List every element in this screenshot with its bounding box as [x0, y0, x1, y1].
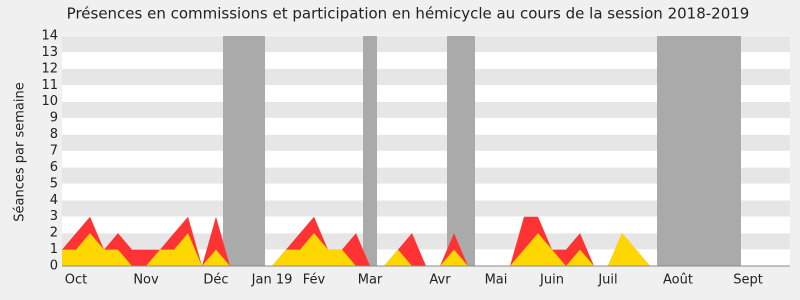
y-tick-label: 1 [50, 242, 58, 257]
y-axis-label: Séances par semaine [13, 82, 28, 221]
y-tick-label: 9 [50, 111, 58, 126]
x-tick-label: Fév [303, 273, 326, 288]
y-tick-label: 7 [50, 144, 58, 159]
y-tick-label: 14 [41, 29, 58, 44]
x-tick-label: Avr [429, 273, 451, 288]
x-tick-label: Sept [733, 273, 763, 288]
y-tick-label: 12 [41, 61, 58, 76]
y-tick-label: 13 [41, 45, 58, 60]
y-tick-label: 2 [50, 226, 58, 241]
x-tick-label: Mai [485, 273, 508, 288]
chart-title: Présences en commissions et participatio… [67, 5, 750, 23]
shaded-period [223, 36, 265, 266]
x-tick-label: Nov [133, 273, 159, 288]
shaded-period [657, 36, 741, 266]
x-tick-label: Juin [539, 273, 564, 288]
x-tick-label: Août [663, 273, 693, 288]
y-tick-label: 0 [50, 259, 58, 274]
x-tick-label: Jan 19 [251, 273, 293, 288]
x-tick-label: Déc [203, 273, 228, 288]
shaded-period [447, 36, 475, 266]
y-tick-label: 4 [50, 193, 58, 208]
y-tick-label: 5 [50, 176, 58, 191]
shaded-period [363, 36, 377, 266]
area [62, 216, 790, 266]
x-tick-label: Juil [597, 273, 617, 288]
y-tick-label: 10 [41, 94, 58, 109]
y-tick-label: 8 [50, 127, 58, 142]
y-tick-label: 11 [41, 78, 58, 93]
x-tick-label: Oct [65, 273, 87, 288]
x-tick-label: Mar [358, 273, 383, 288]
y-tick-label: 3 [50, 209, 58, 224]
y-tick-label: 6 [50, 160, 58, 175]
